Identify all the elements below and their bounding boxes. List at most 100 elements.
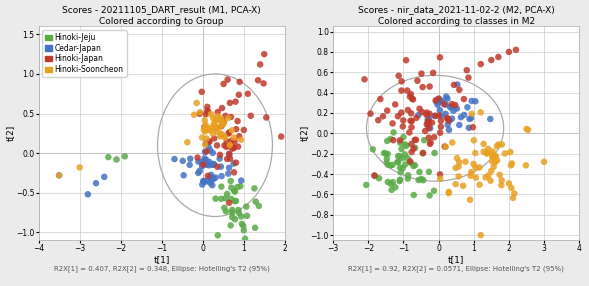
Hinoki-Japan: [415, 106, 424, 111]
Hinoki-Japan: [408, 96, 417, 101]
Cedar-Japan: [466, 116, 476, 120]
Cedar-Japan: [170, 157, 179, 161]
Hinoki-Japan: [203, 110, 213, 114]
Hinoki-Jeju: [213, 233, 223, 238]
Hinoki-Japan: [213, 110, 223, 114]
Hinoki-Japan: [439, 102, 449, 106]
Hinoki-Japan: [373, 118, 383, 122]
Hinoki-Japan: [224, 143, 233, 148]
Hinoki-Japan: [431, 98, 441, 103]
Hinoki-Japan: [444, 118, 453, 123]
Hinoki-Japan: [412, 116, 421, 120]
Hinoki-Sooncheon: [214, 125, 224, 130]
Hinoki-Jeju: [104, 155, 113, 159]
Hinoki-Sooncheon: [488, 149, 497, 154]
Cedar-Japan: [436, 114, 446, 118]
Hinoki-Jeju: [239, 224, 248, 228]
Hinoki-Jeju: [381, 151, 391, 156]
Hinoki-Jeju: [227, 215, 237, 219]
Hinoki-Jeju: [400, 152, 409, 157]
Hinoki-Japan: [230, 139, 239, 144]
Hinoki-Japan: [243, 92, 253, 96]
Cedar-Japan: [224, 171, 233, 176]
Hinoki-Japan: [402, 88, 412, 93]
Cedar-Japan: [413, 113, 423, 118]
Hinoki-Jeju: [386, 137, 395, 141]
Hinoki-Jeju: [391, 185, 400, 190]
Hinoki-Sooncheon: [540, 160, 549, 164]
Text: R2X[1] = 0.92, R2X[2] = 0.0571, Ellipse: Hotelling's T2 (95%): R2X[1] = 0.92, R2X[2] = 0.0571, Ellipse:…: [348, 265, 564, 272]
Hinoki-Japan: [231, 127, 241, 132]
Hinoki-Japan: [429, 135, 439, 140]
Hinoki-Sooncheon: [455, 160, 464, 164]
Hinoki-Japan: [406, 92, 416, 96]
Hinoki-Jeju: [429, 188, 439, 193]
Hinoki-Japan: [221, 114, 230, 118]
Hinoki-Sooncheon: [467, 112, 477, 116]
Hinoki-Japan: [408, 97, 418, 102]
Hinoki-Jeju: [120, 154, 130, 159]
Hinoki-Jeju: [406, 160, 416, 165]
Hinoki-Sooncheon: [465, 197, 475, 202]
Hinoki-Japan: [409, 146, 418, 151]
Hinoki-Jeju: [226, 197, 236, 201]
Hinoki-Sooncheon: [484, 147, 493, 151]
Hinoki-Jeju: [217, 184, 226, 189]
Hinoki-Japan: [397, 79, 406, 84]
Hinoki-Japan: [406, 111, 416, 116]
Hinoki-Japan: [403, 108, 412, 112]
Cedar-Japan: [201, 141, 211, 145]
Hinoki-Jeju: [230, 189, 240, 194]
Cedar-Japan: [202, 162, 211, 166]
Hinoki-Japan: [397, 88, 406, 93]
Hinoki-Sooncheon: [489, 164, 498, 169]
Hinoki-Japan: [424, 135, 434, 140]
Hinoki-Japan: [391, 102, 400, 107]
Hinoki-Japan: [407, 125, 416, 130]
Hinoki-Japan: [197, 90, 207, 94]
Hinoki-Japan: [224, 130, 234, 135]
Hinoki-Japan: [259, 81, 268, 86]
Hinoki-Japan: [425, 112, 434, 116]
Cedar-Japan: [204, 178, 213, 183]
Hinoki-Japan: [219, 120, 229, 124]
Cedar-Japan: [445, 105, 455, 110]
Hinoki-Jeju: [395, 179, 404, 183]
Cedar-Japan: [185, 162, 194, 167]
Cedar-Japan: [204, 144, 213, 149]
Hinoki-Sooncheon: [441, 144, 451, 149]
Hinoki-Jeju: [388, 162, 397, 167]
Hinoki-Sooncheon: [213, 114, 223, 118]
Cedar-Japan: [465, 117, 474, 121]
Hinoki-Sooncheon: [444, 191, 454, 195]
Hinoki-Japan: [376, 97, 385, 101]
Hinoki-Sooncheon: [212, 118, 221, 123]
Hinoki-Japan: [423, 120, 432, 125]
Hinoki-Japan: [195, 112, 204, 116]
Hinoki-Jeju: [242, 214, 252, 218]
Hinoki-Japan: [435, 172, 445, 177]
Hinoki-Japan: [407, 119, 416, 123]
Hinoki-Japan: [405, 159, 415, 164]
Cedar-Japan: [423, 118, 432, 122]
Hinoki-Jeju: [370, 174, 379, 178]
Hinoki-Japan: [388, 121, 398, 126]
Hinoki-Japan: [449, 83, 459, 87]
Hinoki-Sooncheon: [471, 165, 480, 170]
Y-axis label: t[2]: t[2]: [300, 125, 309, 142]
Title: Scores - 20211105_DART_result (M1, PCA-X)
Colored according to Group: Scores - 20211105_DART_result (M1, PCA-X…: [62, 5, 261, 26]
Hinoki-Jeju: [217, 196, 226, 201]
Hinoki-Japan: [220, 143, 229, 148]
Cedar-Japan: [485, 117, 495, 121]
Hinoki-Sooncheon: [475, 165, 484, 170]
Hinoki-Sooncheon: [469, 138, 479, 143]
Cedar-Japan: [211, 175, 220, 180]
Hinoki-Japan: [225, 101, 234, 105]
Cedar-Japan: [447, 116, 456, 121]
Hinoki-Japan: [262, 115, 271, 120]
Cedar-Japan: [195, 169, 204, 173]
Cedar-Japan: [201, 162, 210, 167]
Cedar-Japan: [471, 99, 480, 104]
Hinoki-Japan: [443, 116, 452, 121]
Hinoki-Jeju: [415, 170, 424, 174]
